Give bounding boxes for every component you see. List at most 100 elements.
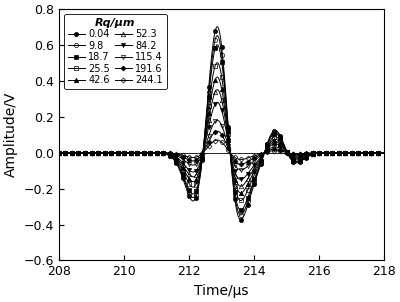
Y-axis label: Amplitude/V: Amplitude/V <box>4 92 18 178</box>
Line: 244.1: 244.1 <box>57 138 386 161</box>
18.7 <box>114 151 119 155</box>
42.6 <box>140 151 145 155</box>
84.2 <box>56 151 61 155</box>
9.8 <box>114 151 119 155</box>
52.3 <box>238 185 243 188</box>
25.5 <box>238 199 243 202</box>
Line: 84.2: 84.2 <box>57 100 386 182</box>
9.8 <box>238 213 243 217</box>
9.8 <box>382 151 386 155</box>
52.3 <box>114 151 119 155</box>
18.7 <box>204 122 208 126</box>
9.8 <box>140 151 145 155</box>
42.6 <box>275 138 280 142</box>
52.3 <box>215 88 220 92</box>
244.1 <box>302 152 307 155</box>
Legend: 0.04, 9.8, 18.7, 25.5, 42.6, 52.3, 84.2, 115.4, 191.6, 244.1: 0.04, 9.8, 18.7, 25.5, 42.6, 52.3, 84.2,… <box>64 14 167 89</box>
9.8 <box>215 34 220 37</box>
Line: 18.7: 18.7 <box>57 43 386 212</box>
18.7 <box>275 132 280 136</box>
Line: 0.04: 0.04 <box>57 24 386 222</box>
0.04 <box>275 129 280 133</box>
115.4 <box>249 161 254 165</box>
244.1 <box>215 138 220 142</box>
191.6 <box>238 162 243 166</box>
25.5 <box>56 151 61 155</box>
25.5 <box>140 151 145 155</box>
42.6 <box>249 175 254 178</box>
42.6 <box>382 151 386 155</box>
191.6 <box>275 147 280 151</box>
Line: 191.6: 191.6 <box>57 129 386 166</box>
52.3 <box>140 151 145 155</box>
0.04 <box>140 151 145 155</box>
0.04 <box>302 157 307 160</box>
18.7 <box>249 185 254 189</box>
25.5 <box>382 151 386 155</box>
52.3 <box>56 151 61 155</box>
9.8 <box>302 156 307 160</box>
0.04 <box>114 151 119 155</box>
18.7 <box>238 208 243 212</box>
18.7 <box>215 43 220 47</box>
191.6 <box>204 145 208 149</box>
0.04 <box>204 117 208 121</box>
84.2 <box>215 101 220 104</box>
0.04 <box>238 218 243 221</box>
42.6 <box>56 151 61 155</box>
52.3 <box>275 140 280 144</box>
244.1 <box>140 151 145 155</box>
18.7 <box>382 151 386 155</box>
244.1 <box>238 158 243 161</box>
244.1 <box>56 151 61 155</box>
191.6 <box>140 151 145 155</box>
115.4 <box>204 142 208 146</box>
9.8 <box>56 151 61 155</box>
9.8 <box>249 188 254 191</box>
191.6 <box>114 151 119 155</box>
244.1 <box>249 155 254 159</box>
115.4 <box>56 151 61 155</box>
52.3 <box>382 151 386 155</box>
244.1 <box>382 151 386 155</box>
191.6 <box>249 158 254 161</box>
42.6 <box>215 75 220 79</box>
191.6 <box>302 152 307 156</box>
9.8 <box>204 120 208 124</box>
244.1 <box>114 151 119 155</box>
25.5 <box>249 179 254 183</box>
84.2 <box>275 142 280 146</box>
191.6 <box>215 129 220 133</box>
18.7 <box>140 151 145 155</box>
52.3 <box>302 154 307 158</box>
0.04 <box>215 25 220 28</box>
Line: 52.3: 52.3 <box>57 88 386 188</box>
115.4 <box>382 151 386 155</box>
115.4 <box>238 168 243 172</box>
115.4 <box>140 151 145 155</box>
84.2 <box>302 153 307 157</box>
9.8 <box>275 131 280 134</box>
0.04 <box>382 151 386 155</box>
42.6 <box>114 151 119 155</box>
18.7 <box>56 151 61 155</box>
25.5 <box>215 61 220 65</box>
84.2 <box>204 137 208 141</box>
191.6 <box>382 151 386 155</box>
191.6 <box>56 151 61 155</box>
42.6 <box>238 191 243 195</box>
244.1 <box>204 148 208 151</box>
X-axis label: Time/μs: Time/μs <box>194 284 249 298</box>
Line: 42.6: 42.6 <box>57 75 386 195</box>
42.6 <box>204 131 208 134</box>
25.5 <box>302 155 307 159</box>
Line: 25.5: 25.5 <box>57 61 386 203</box>
18.7 <box>302 156 307 160</box>
115.4 <box>114 151 119 155</box>
25.5 <box>204 127 208 131</box>
52.3 <box>249 171 254 175</box>
84.2 <box>382 151 386 155</box>
0.04 <box>249 191 254 194</box>
244.1 <box>275 149 280 153</box>
115.4 <box>215 118 220 122</box>
